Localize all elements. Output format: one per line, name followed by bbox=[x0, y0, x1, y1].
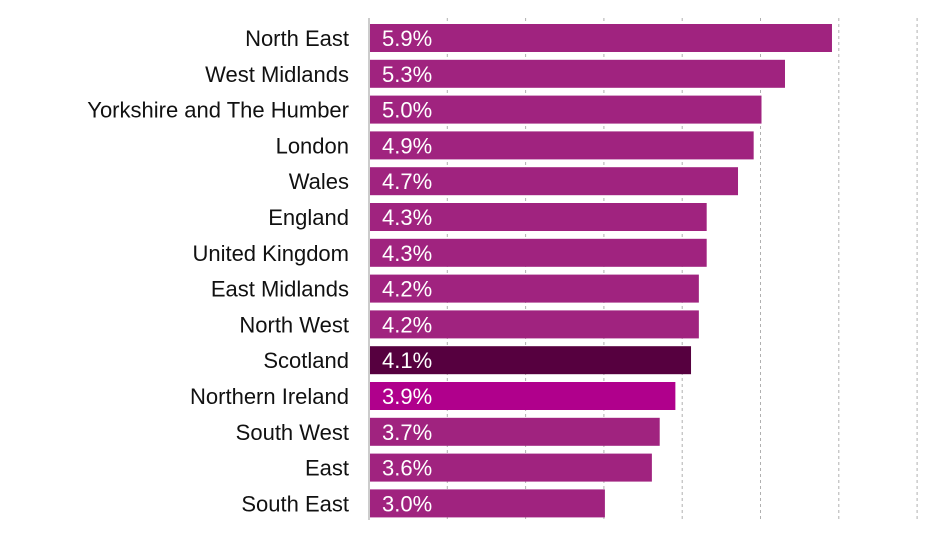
bar-scotland bbox=[370, 346, 692, 375]
value-label-north-east: 5.9% bbox=[382, 26, 432, 51]
value-label-london: 4.9% bbox=[382, 133, 432, 158]
category-label-south-west: South West bbox=[236, 420, 349, 445]
value-label-east-midlands: 4.2% bbox=[382, 277, 432, 302]
category-label-united-kingdom: United Kingdom bbox=[192, 241, 349, 266]
bar-south-west bbox=[370, 417, 660, 446]
value-label-wales: 4.7% bbox=[382, 169, 432, 194]
value-label-west-midlands: 5.3% bbox=[382, 62, 432, 87]
bars bbox=[370, 24, 832, 518]
value-label-northern-ireland: 3.9% bbox=[382, 384, 432, 409]
bar-london bbox=[370, 131, 754, 160]
category-label-northern-ireland: Northern Ireland bbox=[190, 384, 349, 409]
value-label-south-west: 3.7% bbox=[382, 420, 432, 445]
bar-united-kingdom bbox=[370, 238, 707, 267]
value-label-east: 3.6% bbox=[382, 456, 432, 481]
category-label-england: England bbox=[268, 205, 349, 230]
bar-south-east bbox=[370, 489, 605, 518]
bar-yorkshire-and-the-humber bbox=[370, 95, 762, 124]
category-label-wales: Wales bbox=[289, 169, 349, 194]
category-label-north-west: North West bbox=[239, 312, 349, 337]
bar-england bbox=[370, 203, 707, 231]
category-label-yorkshire-and-the-humber: Yorkshire and The Humber bbox=[87, 98, 349, 123]
bar-wales bbox=[370, 167, 739, 196]
bar-north-east bbox=[370, 24, 832, 52]
value-label-united-kingdom: 4.3% bbox=[382, 241, 432, 266]
value-labels: 5.9% 5.3% 5.0% 4.9% 4.7% 4.3% 4.3% 4.2% 4.2% 4.1%… bbox=[382, 26, 432, 516]
category-label-south-east: South East bbox=[241, 491, 349, 516]
value-label-south-east: 3.0% bbox=[382, 491, 432, 516]
bar-west-midlands bbox=[370, 59, 785, 88]
category-label-london: London bbox=[276, 133, 349, 158]
bar-east bbox=[370, 453, 652, 482]
category-label-east: East bbox=[305, 456, 349, 481]
category-label-west-midlands: West Midlands bbox=[205, 62, 349, 87]
category-labels: North East West Midlands Yorkshire and The… bbox=[87, 26, 349, 516]
value-label-yorkshire-and-the-humber: 5.0% bbox=[382, 98, 432, 123]
bar-east-midlands bbox=[370, 274, 699, 303]
category-label-scotland: Scotland bbox=[263, 348, 349, 373]
value-label-england: 4.3% bbox=[382, 205, 432, 230]
gridlines bbox=[368, 18, 918, 520]
bar-north-west bbox=[370, 310, 699, 339]
category-label-east-midlands: East Midlands bbox=[211, 277, 349, 302]
value-label-north-west: 4.2% bbox=[382, 312, 432, 337]
category-label-north-east: North East bbox=[245, 26, 349, 51]
bar-northern-ireland bbox=[370, 382, 676, 410]
value-label-scotland: 4.1% bbox=[382, 348, 432, 373]
